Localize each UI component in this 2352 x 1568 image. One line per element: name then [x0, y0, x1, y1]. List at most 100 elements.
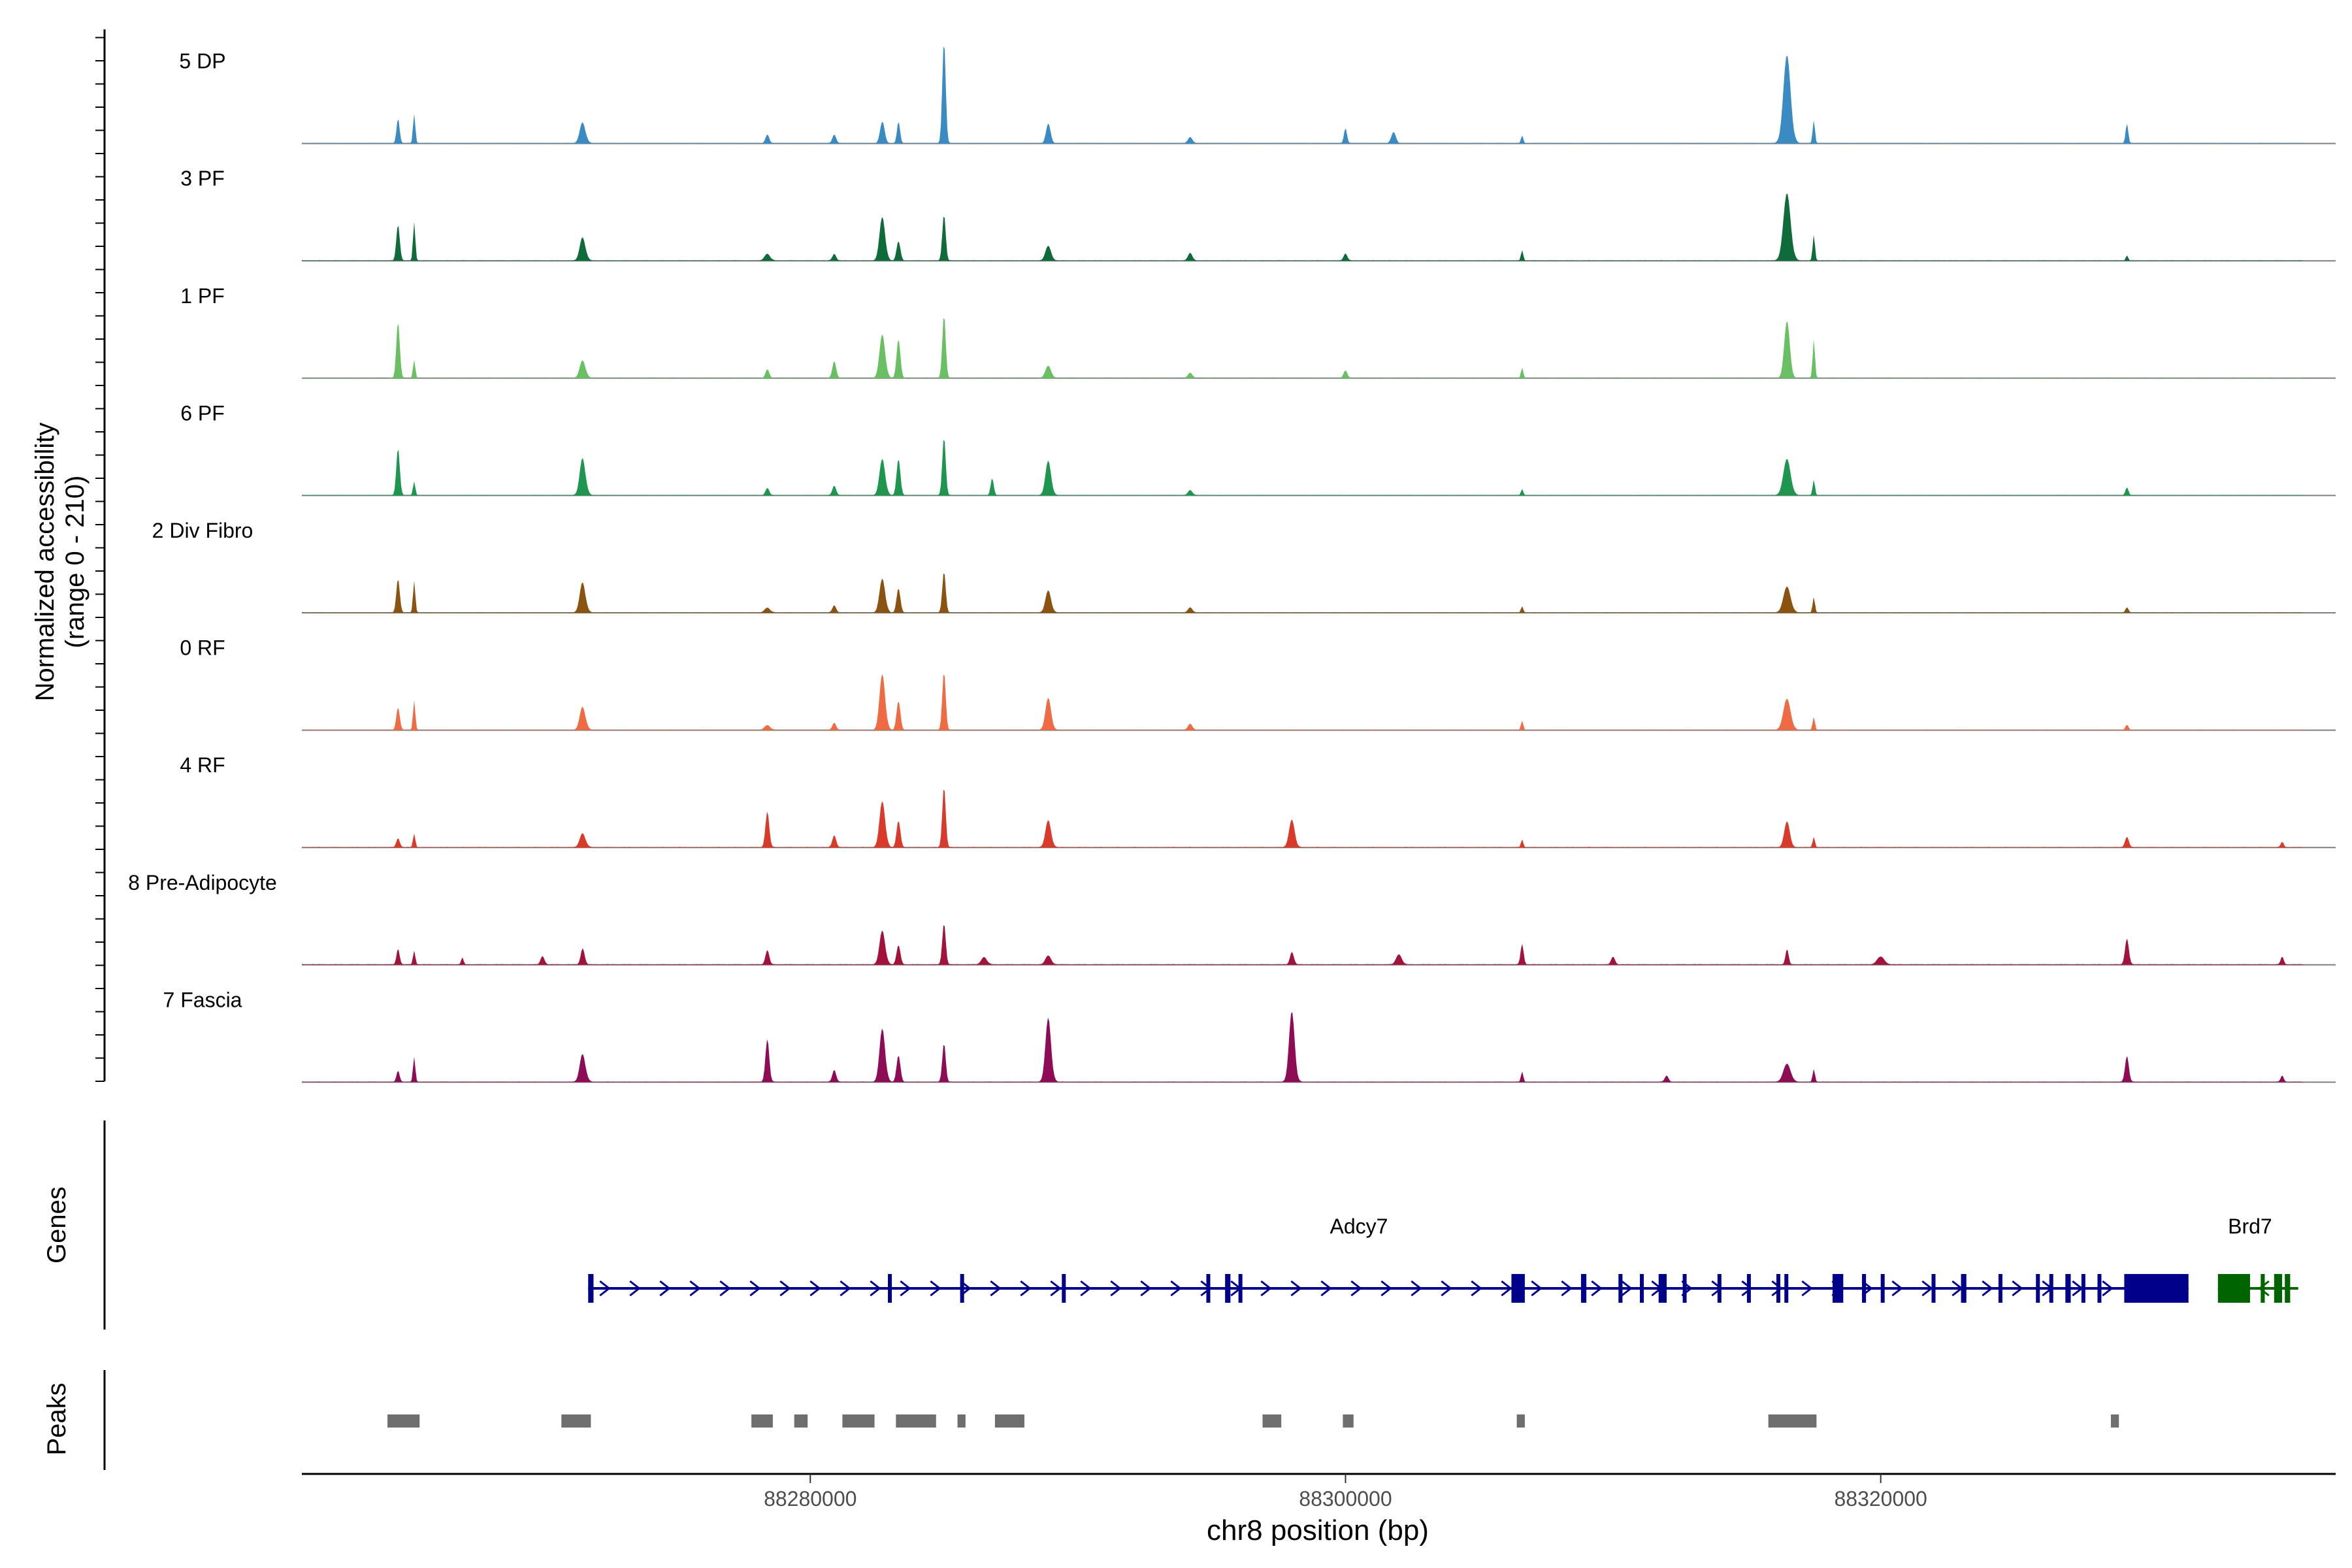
coverage-area	[302, 1011, 2304, 1083]
exon	[1861, 1274, 1867, 1303]
strand-arrow	[1290, 1280, 1302, 1297]
exon	[2124, 1274, 2189, 1303]
exon	[1832, 1274, 1844, 1303]
strand-arrow	[990, 1280, 1002, 1297]
coverage-area	[302, 573, 2304, 613]
track-6-pf: 6 PF	[180, 401, 2336, 497]
strand-arrow	[749, 1280, 761, 1297]
strand-arrow	[719, 1280, 731, 1297]
strand-arrow	[1982, 1280, 1993, 1297]
exon	[1880, 1274, 1885, 1303]
exon	[2261, 1274, 2265, 1303]
exon	[1062, 1274, 1066, 1303]
strand-arrow	[1441, 1280, 1452, 1297]
exon	[1238, 1274, 1243, 1303]
peak-region	[387, 1414, 420, 1428]
strand-arrow	[1771, 1280, 1783, 1297]
strand-arrow	[1110, 1280, 1122, 1297]
coverage-area	[302, 440, 2304, 496]
exon	[588, 1274, 594, 1303]
exon	[1998, 1274, 2002, 1303]
strand-arrow	[1501, 1280, 1512, 1297]
strand-arrow	[870, 1280, 881, 1297]
exon	[2274, 1274, 2283, 1303]
peak-region	[896, 1414, 936, 1428]
track-4-rf: 4 RF	[180, 753, 2336, 849]
strand-arrow	[1350, 1280, 1362, 1297]
exon	[2217, 1274, 2250, 1303]
strand-arrow	[1531, 1280, 1543, 1297]
x-tick-label: 88300000	[1299, 1487, 1392, 1511]
exon	[1746, 1274, 1751, 1303]
coverage-area	[302, 46, 2304, 144]
coverage-area	[302, 318, 2304, 378]
gene-label: Brd7	[2228, 1215, 2272, 1238]
track-label: 3 PF	[180, 167, 225, 190]
exon	[1931, 1274, 1936, 1303]
strand-arrow	[599, 1280, 611, 1297]
strand-arrow	[1411, 1280, 1422, 1297]
exon	[1580, 1274, 1587, 1303]
strand-arrow	[900, 1280, 911, 1297]
coverage-tracks: 5 DP 3 PF 1 PF 6 PF 2 Div Fibro 0 RF 4 RF 8 Pre…	[128, 46, 2336, 1083]
track-label: 0 RF	[180, 636, 225, 660]
track-label: 6 PF	[180, 401, 225, 425]
peak-region	[1768, 1414, 1817, 1428]
plot-axes: 88280000 88300000 88320000	[95, 29, 2336, 1511]
gene-brd7: Brd7	[2217, 1215, 2298, 1303]
peaks-track-title: Peaks	[42, 1382, 71, 1455]
peak-region	[1516, 1414, 1525, 1428]
exon	[1961, 1274, 1967, 1303]
exon	[1618, 1274, 1623, 1303]
x-tick-label: 88320000	[1834, 1487, 1927, 1511]
track-8-pre-adipocyte: 8 Pre-Adipocyte	[128, 871, 2336, 966]
coverage-area	[302, 925, 2304, 965]
gene-label: Adcy7	[1330, 1215, 1388, 1238]
exon	[888, 1274, 892, 1303]
strand-arrow	[1320, 1280, 1332, 1297]
exon	[1225, 1274, 1231, 1303]
exon	[1511, 1274, 1525, 1303]
strand-arrow	[1891, 1280, 1903, 1297]
strand-arrow	[1561, 1280, 1573, 1297]
peak-region	[1262, 1414, 1282, 1428]
genes-track-title: Genes	[42, 1186, 71, 1264]
strand-arrow	[840, 1280, 851, 1297]
peak-region	[2110, 1414, 2119, 1428]
peak-region	[561, 1414, 591, 1428]
track-label: 5 DP	[179, 50, 225, 73]
exon	[1658, 1274, 1667, 1303]
coverage-area	[302, 674, 2304, 730]
peak-region	[1343, 1414, 1354, 1428]
peak-region	[751, 1414, 773, 1428]
strand-arrow	[1741, 1280, 1753, 1297]
coverage-area	[302, 789, 2304, 848]
y-axis-title: Normalized accessibility	[31, 423, 59, 702]
gene-adcy7: Adcy7	[588, 1215, 2189, 1303]
strand-arrow	[2102, 1280, 2114, 1297]
strand-arrow	[1170, 1280, 1182, 1297]
track-label: 2 Div Fibro	[152, 519, 253, 542]
strand-arrow	[1080, 1280, 1092, 1297]
exon	[1776, 1274, 1780, 1303]
track-2-div-fibro: 2 Div Fibro	[152, 519, 2336, 613]
strand-arrow	[2012, 1280, 2023, 1297]
track-0-rf: 0 RF	[180, 636, 2336, 731]
exon	[2049, 1274, 2053, 1303]
exon	[1682, 1274, 1687, 1303]
exon	[2097, 1274, 2102, 1303]
genes-track: Adcy7 Brd7	[588, 1215, 2298, 1303]
strand-arrow	[930, 1280, 941, 1297]
strand-arrow	[1591, 1280, 1603, 1297]
strand-arrow	[779, 1280, 791, 1297]
strand-arrow	[809, 1280, 821, 1297]
strand-arrow	[1020, 1280, 1032, 1297]
track-label: 1 PF	[180, 284, 225, 308]
track-label: 8 Pre-Adipocyte	[128, 871, 277, 894]
exon	[2065, 1274, 2071, 1303]
strand-arrow	[1621, 1280, 1633, 1297]
peaks-track	[387, 1414, 2119, 1428]
exon	[1206, 1274, 1211, 1303]
x-axis-title: chr8 position (bp)	[1207, 1514, 1429, 1546]
exon	[2036, 1274, 2040, 1303]
